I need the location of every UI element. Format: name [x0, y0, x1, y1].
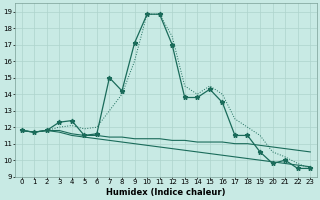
X-axis label: Humidex (Indice chaleur): Humidex (Indice chaleur): [106, 188, 226, 197]
